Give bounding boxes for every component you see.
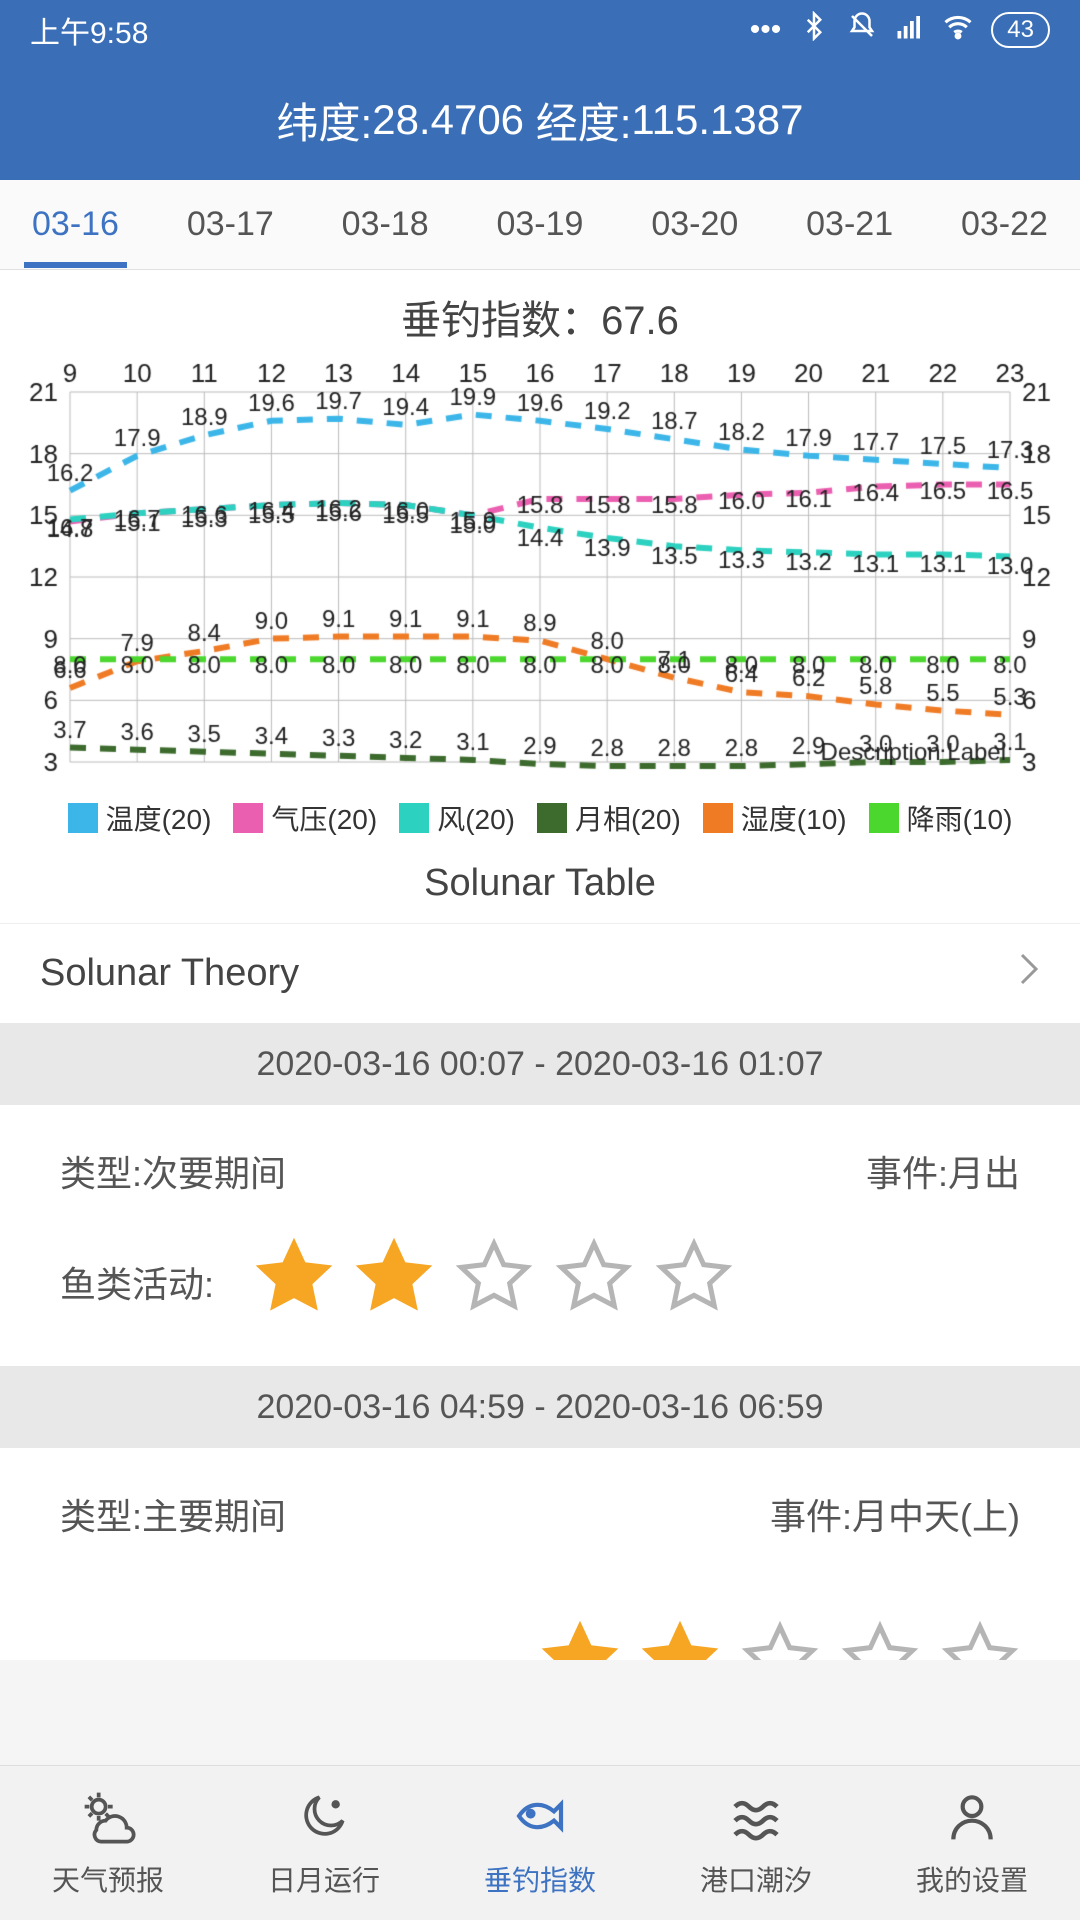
nav-settings[interactable]: 我的设置 bbox=[864, 1766, 1080, 1920]
period-type: 类型:主要期间 bbox=[60, 1488, 286, 1540]
nav-label: 垂钓指数 bbox=[484, 1859, 596, 1899]
sunmoon-icon bbox=[296, 1788, 352, 1851]
legend-label: 温度(20) bbox=[106, 798, 212, 838]
star-icon bbox=[254, 1237, 334, 1326]
fishing-icon bbox=[512, 1788, 568, 1851]
activity-stars bbox=[254, 1237, 734, 1326]
star-icon bbox=[354, 1237, 434, 1326]
date-tab-03-17[interactable]: 03-17 bbox=[179, 185, 282, 264]
star-icon bbox=[540, 1620, 620, 1660]
more-icon: ••• bbox=[750, 13, 782, 47]
nav-sunmoon[interactable]: 日月运行 bbox=[216, 1766, 432, 1920]
dnd-icon bbox=[847, 11, 877, 49]
settings-icon bbox=[944, 1788, 1000, 1851]
legend-item: 湿度(10) bbox=[703, 798, 847, 838]
solunar-title: Solunar Table bbox=[0, 844, 1080, 923]
wifi-icon bbox=[943, 11, 973, 49]
header-title-bar: 纬度: 28.4706 经度: 115.1387 bbox=[0, 60, 1080, 180]
status-time: 上午9:58 bbox=[30, 8, 148, 52]
legend-swatch bbox=[869, 803, 899, 833]
lat-label: 纬度: bbox=[277, 90, 373, 151]
status-bar: 上午9:58 ••• 43 bbox=[0, 0, 1080, 60]
nav-fishing[interactable]: 垂钓指数 bbox=[432, 1766, 648, 1920]
legend-swatch bbox=[68, 803, 98, 833]
legend-label: 气压(20) bbox=[271, 798, 377, 838]
period-type: 类型:次要期间 bbox=[60, 1145, 286, 1197]
index-label: 垂钓指数： bbox=[401, 299, 601, 343]
date-tab-03-20[interactable]: 03-20 bbox=[643, 185, 746, 264]
star-icon bbox=[554, 1237, 634, 1326]
star-icon bbox=[740, 1620, 820, 1660]
star-icon bbox=[940, 1620, 1020, 1660]
period-event: 事件:月中天(上) bbox=[770, 1488, 1020, 1540]
legend-item: 月相(20) bbox=[537, 798, 681, 838]
star-icon bbox=[454, 1237, 534, 1326]
legend-label: 湿度(10) bbox=[741, 798, 847, 838]
period-detail: 类型:主要期间 事件:月中天(上) bbox=[0, 1448, 1080, 1620]
chart-container bbox=[0, 356, 1080, 790]
legend-swatch bbox=[399, 803, 429, 833]
lat-value: 28.4706 bbox=[372, 96, 524, 144]
legend-swatch bbox=[537, 803, 567, 833]
battery-indicator: 43 bbox=[991, 12, 1050, 48]
date-tab-03-18[interactable]: 03-18 bbox=[334, 185, 437, 264]
period-range: 2020-03-16 04:59 - 2020-03-16 06:59 bbox=[0, 1366, 1080, 1448]
bottom-nav: 天气预报 日月运行 垂钓指数 港口潮汐 我的设置 bbox=[0, 1765, 1080, 1920]
nav-label: 我的设置 bbox=[916, 1859, 1028, 1899]
tide-icon bbox=[728, 1788, 784, 1851]
date-tab-03-19[interactable]: 03-19 bbox=[488, 185, 591, 264]
legend-label: 月相(20) bbox=[575, 798, 681, 838]
period-detail: 类型:次要期间 事件:月出鱼类活动: bbox=[0, 1105, 1080, 1366]
legend-item: 气压(20) bbox=[233, 798, 377, 838]
star-icon bbox=[840, 1620, 920, 1660]
legend-item: 温度(20) bbox=[68, 798, 212, 838]
lon-label: 经度: bbox=[536, 90, 632, 151]
legend-item: 降雨(10) bbox=[869, 798, 1013, 838]
solunar-theory-label: Solunar Theory bbox=[40, 952, 299, 995]
legend-swatch bbox=[703, 803, 733, 833]
nav-label: 日月运行 bbox=[268, 1859, 380, 1899]
nav-label: 港口潮汐 bbox=[700, 1859, 812, 1899]
fishing-index-title: 垂钓指数：67.6 bbox=[0, 270, 1080, 356]
star-icon bbox=[640, 1620, 720, 1660]
legend-label: 降雨(10) bbox=[907, 798, 1013, 838]
nav-weather[interactable]: 天气预报 bbox=[0, 1766, 216, 1920]
activity-label: 鱼类活动: bbox=[60, 1256, 214, 1308]
legend-item: 风(20) bbox=[399, 798, 515, 838]
solunar-theory-row[interactable]: Solunar Theory bbox=[0, 923, 1080, 1023]
solunar-periods: 2020-03-16 00:07 - 2020-03-16 01:07类型:次要… bbox=[0, 1023, 1080, 1660]
nav-label: 天气预报 bbox=[52, 1859, 164, 1899]
period-range: 2020-03-16 00:07 - 2020-03-16 01:07 bbox=[0, 1023, 1080, 1105]
date-tab-03-22[interactable]: 03-22 bbox=[953, 185, 1056, 264]
date-tab-03-16[interactable]: 03-16 bbox=[24, 185, 127, 264]
legend-label: 风(20) bbox=[437, 798, 515, 838]
star-icon bbox=[654, 1237, 734, 1326]
activity-stars-peek bbox=[0, 1620, 1080, 1660]
status-icons: ••• 43 bbox=[750, 11, 1050, 49]
index-value: 67.6 bbox=[601, 299, 679, 343]
weather-icon bbox=[80, 1788, 136, 1851]
chart-legend: 温度(20) 气压(20) 风(20) 月相(20) 湿度(10) 降雨(10) bbox=[0, 790, 1080, 844]
legend-swatch bbox=[233, 803, 263, 833]
bluetooth-icon bbox=[799, 11, 829, 49]
date-tab-03-21[interactable]: 03-21 bbox=[798, 185, 901, 264]
chevron-right-icon bbox=[1016, 949, 1040, 999]
fishing-index-chart bbox=[20, 356, 1060, 776]
signal-icon bbox=[895, 11, 925, 49]
date-tabs: 03-16 03-17 03-18 03-19 03-20 03-21 03-22 bbox=[0, 180, 1080, 270]
nav-tide[interactable]: 港口潮汐 bbox=[648, 1766, 864, 1920]
lon-value: 115.1387 bbox=[631, 96, 803, 144]
period-event: 事件:月出 bbox=[866, 1145, 1020, 1197]
